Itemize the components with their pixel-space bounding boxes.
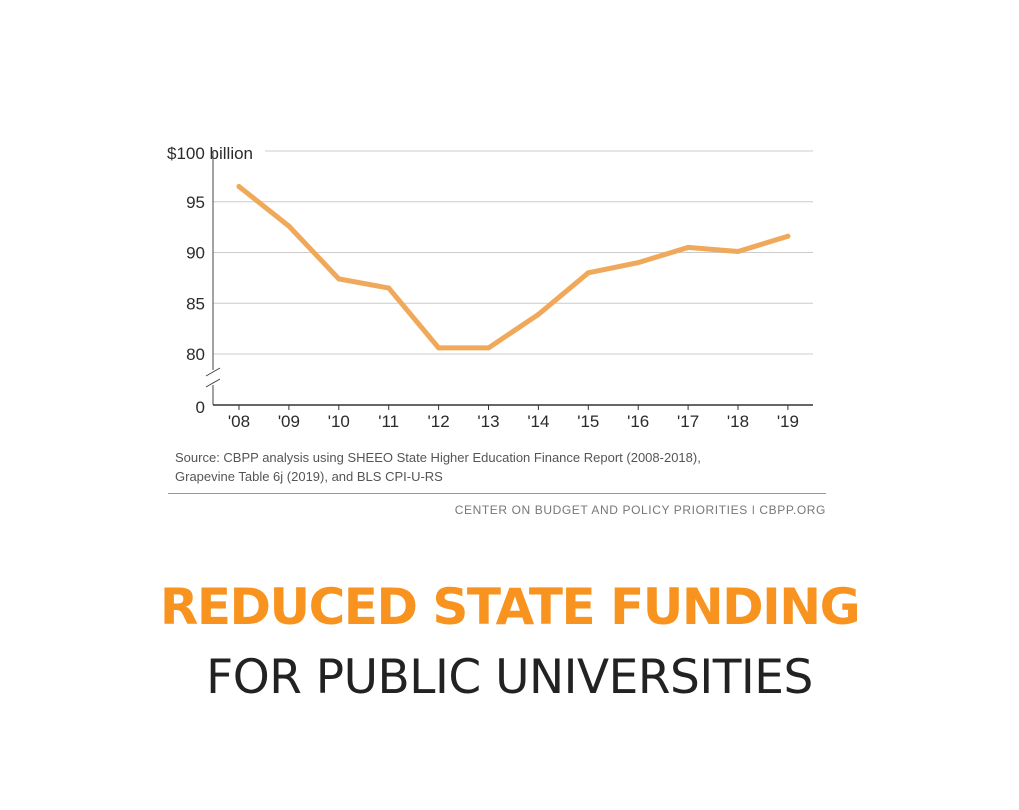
data-point-7 [585, 270, 591, 276]
data-point-11 [785, 233, 791, 239]
axis-break-mark-2 [205, 378, 221, 388]
x-axis: '08 '09 '10 '11 '12 '13 '14 '15 '16 '17 '18 '19 [213, 404, 813, 431]
data-point-8 [635, 260, 641, 266]
x-tick-label-2: '10 [328, 412, 350, 431]
data-point-0 [236, 184, 242, 190]
x-tick-label-5: '13 [477, 412, 499, 431]
x-tick-label-7: '15 [577, 412, 599, 431]
x-tick-label-8: '16 [627, 412, 649, 431]
footer-credit: CENTER ON BUDGET AND POLICY PRIORITIES |… [454, 503, 826, 514]
y-tick-label-90: 90 [186, 244, 205, 263]
subheadline: FOR PUBLIC UNIVERSITIES [206, 650, 813, 705]
line-chart: $100 billion 95 90 85 80 0 '08 '09 '10 '11 '12 '13… [167, 144, 813, 431]
x-tick-label-6: '14 [527, 412, 549, 431]
x-tick-label-10: '18 [727, 412, 749, 431]
data-point-4 [436, 345, 442, 351]
footer-divider [168, 493, 826, 494]
y-axis: $100 billion 95 90 85 80 0 [167, 144, 253, 417]
data-point-5 [486, 345, 491, 351]
x-tick-label-3: '11 [378, 412, 399, 431]
y-tick-label-95: 95 [186, 193, 205, 212]
headline: REDUCED STATE FUNDING [159, 578, 861, 636]
chart-series [236, 184, 791, 351]
y-tick-label-0: 0 [196, 398, 205, 417]
data-point-6 [535, 311, 541, 317]
x-tick-label-9: '17 [677, 412, 699, 431]
source-note-line-2: Grapevine Table 6j (2019), and BLS CPI-U… [175, 469, 443, 484]
x-tick-label-1: '09 [278, 412, 300, 431]
data-point-1 [286, 223, 292, 229]
x-tick-label-4: '12 [428, 412, 450, 431]
x-tick-label-11: '19 [777, 412, 799, 431]
series-line-0 [236, 184, 791, 351]
source-note-line-1: Source: CBPP analysis using SHEEO State … [175, 450, 701, 465]
data-point-9 [685, 244, 691, 250]
axis-break-mark-1 [205, 367, 221, 377]
data-point-10 [735, 248, 741, 254]
y-tick-label-85: 85 [186, 294, 205, 313]
data-point-3 [386, 285, 392, 291]
y-unit-label: $100 billion [167, 144, 253, 163]
source-note: Source: CBPP analysis using SHEEO State … [175, 448, 815, 486]
data-point-2 [336, 276, 342, 282]
y-tick-label-80: 80 [186, 345, 205, 364]
x-tick-label-0: '08 [228, 412, 250, 431]
